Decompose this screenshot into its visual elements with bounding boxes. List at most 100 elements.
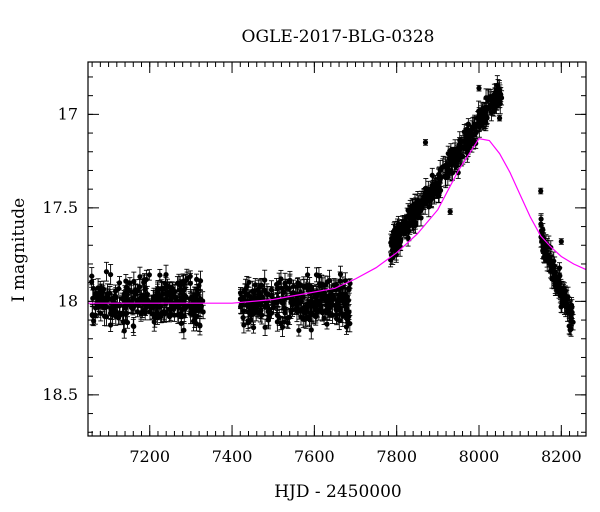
data-point xyxy=(192,302,199,308)
data-point xyxy=(89,273,95,279)
data-point xyxy=(559,293,565,299)
y-axis-label: I magnitude xyxy=(9,198,29,302)
data-point xyxy=(345,297,352,304)
y-tick-label: 18 xyxy=(58,291,78,310)
data-point xyxy=(322,282,328,288)
data-point xyxy=(325,279,331,285)
data-point xyxy=(150,297,156,303)
data-point xyxy=(453,157,459,164)
data-point xyxy=(193,292,199,299)
data-point xyxy=(544,253,551,259)
data-point xyxy=(405,235,411,241)
data-point xyxy=(123,278,129,284)
data-point xyxy=(334,312,340,318)
data-point xyxy=(178,320,184,326)
data-point xyxy=(483,104,489,110)
data-point xyxy=(103,269,110,275)
data-point xyxy=(344,306,350,312)
data-point xyxy=(240,314,246,321)
data-point xyxy=(308,327,314,333)
data-point xyxy=(97,292,103,298)
data-point xyxy=(265,317,271,323)
data-point xyxy=(196,283,202,289)
data-points xyxy=(89,75,576,340)
y-tick-label: 17 xyxy=(58,104,78,123)
data-point xyxy=(184,275,190,282)
data-point xyxy=(304,272,311,278)
data-point xyxy=(337,278,343,284)
data-point xyxy=(406,223,412,229)
data-point xyxy=(238,304,244,310)
data-point xyxy=(549,263,555,270)
data-point xyxy=(180,292,186,298)
data-point xyxy=(112,293,118,299)
data-point xyxy=(131,323,137,330)
data-point xyxy=(401,220,407,227)
data-point xyxy=(237,290,244,296)
data-point xyxy=(395,234,401,240)
data-point xyxy=(335,296,341,303)
data-point xyxy=(157,272,163,278)
data-point xyxy=(566,310,572,316)
x-tick-label: 7600 xyxy=(294,447,335,466)
data-point xyxy=(252,282,258,288)
data-point xyxy=(108,271,114,278)
data-point xyxy=(168,311,174,317)
data-point xyxy=(413,205,419,211)
data-point xyxy=(282,280,288,286)
data-point xyxy=(483,119,489,125)
data-point xyxy=(325,296,332,303)
data-point xyxy=(142,286,148,292)
y-tick-label: 18.5 xyxy=(42,385,78,404)
y-tick-label: 17.5 xyxy=(42,198,78,217)
data-point xyxy=(125,297,131,304)
data-point xyxy=(328,292,334,298)
data-point xyxy=(418,201,424,207)
data-point xyxy=(296,308,302,314)
data-point xyxy=(169,288,175,294)
data-point xyxy=(538,216,544,222)
data-point xyxy=(422,201,428,207)
x-tick-label: 7400 xyxy=(212,447,253,466)
data-point xyxy=(292,297,298,303)
data-point xyxy=(446,167,452,173)
x-tick-label: 7800 xyxy=(376,447,417,466)
data-point xyxy=(345,319,351,326)
data-point xyxy=(395,221,401,227)
data-point xyxy=(164,290,170,297)
data-point xyxy=(161,309,167,315)
data-point xyxy=(158,303,164,309)
data-point xyxy=(100,304,106,310)
data-point xyxy=(121,328,127,334)
data-point xyxy=(241,297,247,303)
data-point xyxy=(92,312,98,318)
data-point xyxy=(342,278,348,284)
data-point xyxy=(175,311,181,317)
data-point xyxy=(256,297,262,303)
data-point xyxy=(262,324,268,330)
data-point xyxy=(274,281,280,288)
data-point xyxy=(469,140,475,147)
data-point xyxy=(320,309,326,315)
data-point xyxy=(307,283,313,289)
data-point xyxy=(558,238,564,245)
data-point xyxy=(309,301,315,307)
data-point xyxy=(464,146,470,152)
data-point xyxy=(560,288,566,294)
data-point xyxy=(491,108,497,114)
x-tick-label: 7200 xyxy=(129,447,170,466)
data-point xyxy=(163,271,169,278)
data-point xyxy=(418,215,424,221)
data-point xyxy=(457,145,464,151)
data-point xyxy=(480,115,486,122)
data-point xyxy=(137,284,143,290)
data-point xyxy=(246,293,252,299)
data-point xyxy=(567,327,573,333)
data-point xyxy=(146,272,152,278)
model-curve xyxy=(88,138,587,304)
data-point xyxy=(449,151,455,157)
data-point xyxy=(154,312,161,318)
data-point xyxy=(246,279,252,285)
data-point xyxy=(313,272,320,278)
